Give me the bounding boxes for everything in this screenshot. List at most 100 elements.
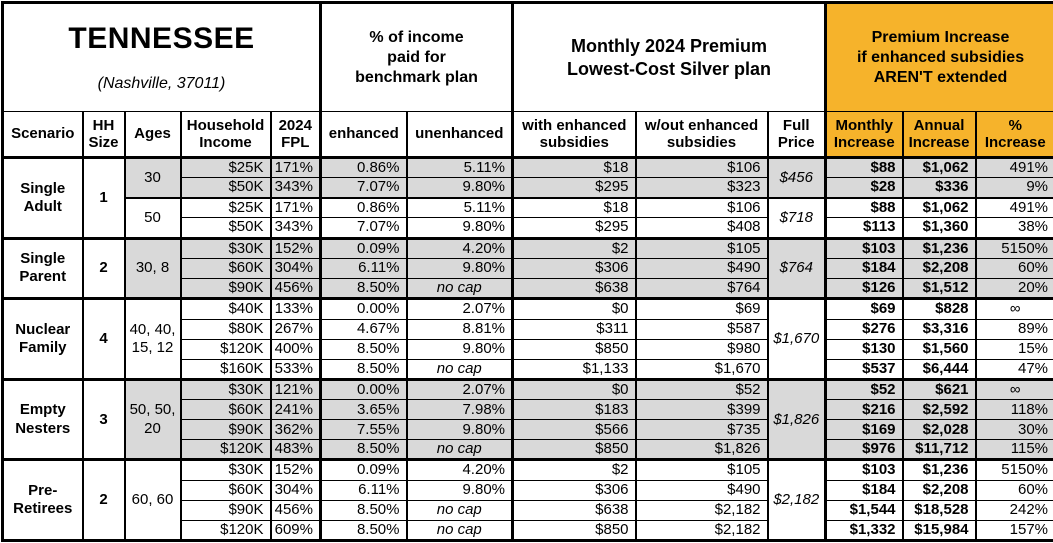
cell-wout-sub: $587 — [636, 319, 768, 339]
col-header-unenhanced: unenhanced — [407, 112, 513, 158]
cell-ages: 40, 40, 15, 12 — [125, 299, 181, 380]
cell-hh-size: 3 — [83, 379, 125, 460]
cell-unenhanced: no cap — [407, 278, 513, 298]
cell-income: $25K — [181, 198, 271, 218]
cell-enhanced: 8.50% — [321, 359, 407, 379]
cell-wout-sub: $323 — [636, 178, 768, 198]
section-income-pct: % of income paid for benchmark plan — [321, 3, 513, 112]
cell-scenario: Single Parent — [3, 238, 83, 299]
cell-unenhanced: 4.20% — [407, 460, 513, 480]
cell-wout-sub: $69 — [636, 299, 768, 319]
cell-with-sub: $1,133 — [513, 359, 636, 379]
cell-ages: 50 — [125, 198, 181, 238]
cell-pct: 5150% — [976, 238, 1053, 258]
col-header-wout-subsidies: w/out enhanced subsidies — [636, 112, 768, 158]
cell-fpl: 304% — [271, 258, 321, 278]
cell-enhanced: 8.50% — [321, 278, 407, 298]
cell-income: $25K — [181, 158, 271, 178]
cell-annual: $1,512 — [903, 278, 976, 298]
cell-fpl: 304% — [271, 480, 321, 500]
cell-fpl: 241% — [271, 400, 321, 420]
cell-scenario: Pre- Retirees — [3, 460, 83, 541]
cell-unenhanced: 9.80% — [407, 178, 513, 198]
section-premium-increase: Premium Increase if enhanced subsidies A… — [826, 3, 1053, 112]
cell-with-sub: $850 — [513, 440, 636, 460]
cell-with-sub: $0 — [513, 299, 636, 319]
cell-income: $50K — [181, 178, 271, 198]
cell-income: $90K — [181, 278, 271, 298]
cell-fpl: 152% — [271, 238, 321, 258]
cell-unenhanced: no cap — [407, 359, 513, 379]
cell-monthly: $276 — [826, 319, 903, 339]
cell-income: $160K — [181, 359, 271, 379]
cell-hh-size: 1 — [83, 158, 125, 239]
cell-monthly: $130 — [826, 339, 903, 359]
cell-wout-sub: $408 — [636, 218, 768, 238]
cell-with-sub: $311 — [513, 319, 636, 339]
cell-income: $30K — [181, 460, 271, 480]
cell-fpl: 133% — [271, 299, 321, 319]
cell-annual: $1,236 — [903, 238, 976, 258]
cell-monthly: $1,544 — [826, 500, 903, 520]
cell-monthly: $1,332 — [826, 520, 903, 540]
section-premium: Monthly 2024 Premium Lowest-Cost Silver … — [513, 3, 826, 112]
cell-income: $120K — [181, 440, 271, 460]
cell-monthly: $126 — [826, 278, 903, 298]
cell-enhanced: 3.65% — [321, 400, 407, 420]
cell-with-sub: $18 — [513, 158, 636, 178]
cell-with-sub: $183 — [513, 400, 636, 420]
cell-income: $60K — [181, 258, 271, 278]
col-header-monthly-increase: Monthly Increase — [826, 112, 903, 158]
cell-wout-sub: $106 — [636, 198, 768, 218]
cell-income: $90K — [181, 500, 271, 520]
cell-enhanced: 8.50% — [321, 440, 407, 460]
cell-income: $60K — [181, 480, 271, 500]
cell-monthly: $69 — [826, 299, 903, 319]
cell-full-price: $718 — [768, 198, 826, 238]
cell-ages: 50, 50, 20 — [125, 379, 181, 460]
cell-unenhanced: 9.80% — [407, 420, 513, 440]
cell-enhanced: 8.50% — [321, 500, 407, 520]
cell-income: $90K — [181, 420, 271, 440]
cell-enhanced: 0.86% — [321, 158, 407, 178]
cell-wout-sub: $2,182 — [636, 500, 768, 520]
cell-with-sub: $0 — [513, 379, 636, 399]
col-header-annual-increase: Annual Increase — [903, 112, 976, 158]
cell-enhanced: 6.11% — [321, 480, 407, 500]
cell-with-sub: $295 — [513, 178, 636, 198]
cell-fpl: 483% — [271, 440, 321, 460]
cell-with-sub: $306 — [513, 258, 636, 278]
col-header-full-price: Full Price — [768, 112, 826, 158]
cell-scenario: Single Adult — [3, 158, 83, 239]
cell-with-sub: $850 — [513, 520, 636, 540]
cell-unenhanced: no cap — [407, 520, 513, 540]
page-subtitle: (Nashville, 37011) — [4, 74, 319, 93]
cell-wout-sub: $2,182 — [636, 520, 768, 540]
cell-monthly: $184 — [826, 480, 903, 500]
cell-with-sub: $295 — [513, 218, 636, 238]
cell-annual: $2,208 — [903, 480, 976, 500]
cell-pct: 20% — [976, 278, 1053, 298]
cell-enhanced: 7.07% — [321, 218, 407, 238]
cell-pct: ∞ — [976, 299, 1053, 319]
state-title-cell: TENNESSEE (Nashville, 37011) — [3, 3, 321, 112]
cell-fpl: 343% — [271, 178, 321, 198]
cell-fpl: 533% — [271, 359, 321, 379]
cell-income: $50K — [181, 218, 271, 238]
cell-fpl: 267% — [271, 319, 321, 339]
cell-annual: $1,236 — [903, 460, 976, 480]
cell-hh-size: 2 — [83, 460, 125, 541]
cell-fpl: 171% — [271, 198, 321, 218]
cell-pct: 242% — [976, 500, 1053, 520]
cell-enhanced: 0.00% — [321, 379, 407, 399]
cell-unenhanced: 9.80% — [407, 480, 513, 500]
cell-annual: $11,712 — [903, 440, 976, 460]
cell-income: $80K — [181, 319, 271, 339]
cell-hh-size: 2 — [83, 238, 125, 299]
cell-income: $30K — [181, 238, 271, 258]
col-header-ages: Ages — [125, 112, 181, 158]
cell-ages: 60, 60 — [125, 460, 181, 541]
cell-pct: 47% — [976, 359, 1053, 379]
